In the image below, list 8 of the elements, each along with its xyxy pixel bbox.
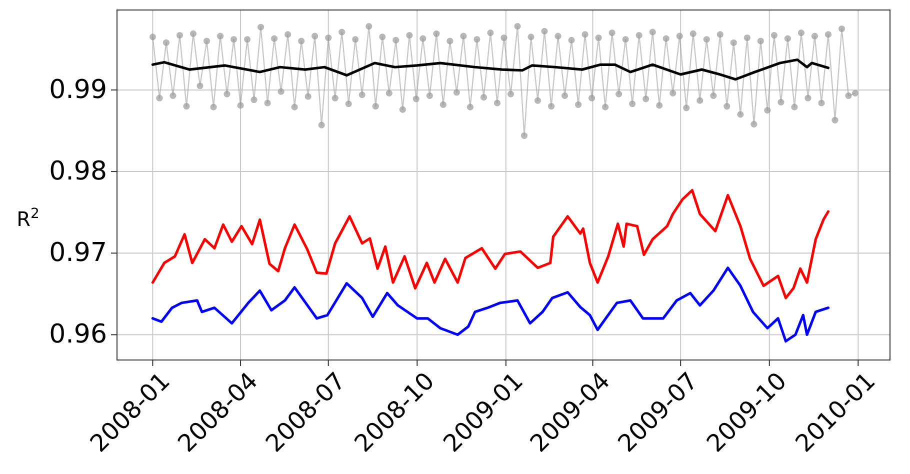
y-tick-label: 0.97	[49, 238, 107, 268]
line-series	[151, 266, 830, 343]
y-tick-label: 0.99	[49, 74, 107, 105]
line-series	[151, 189, 830, 300]
y-tick-label: 0.98	[49, 156, 107, 187]
line-series	[151, 58, 830, 81]
y-tick-label: 0.96	[49, 320, 107, 350]
y-axis-title: R$^{2}$	[16, 206, 40, 231]
